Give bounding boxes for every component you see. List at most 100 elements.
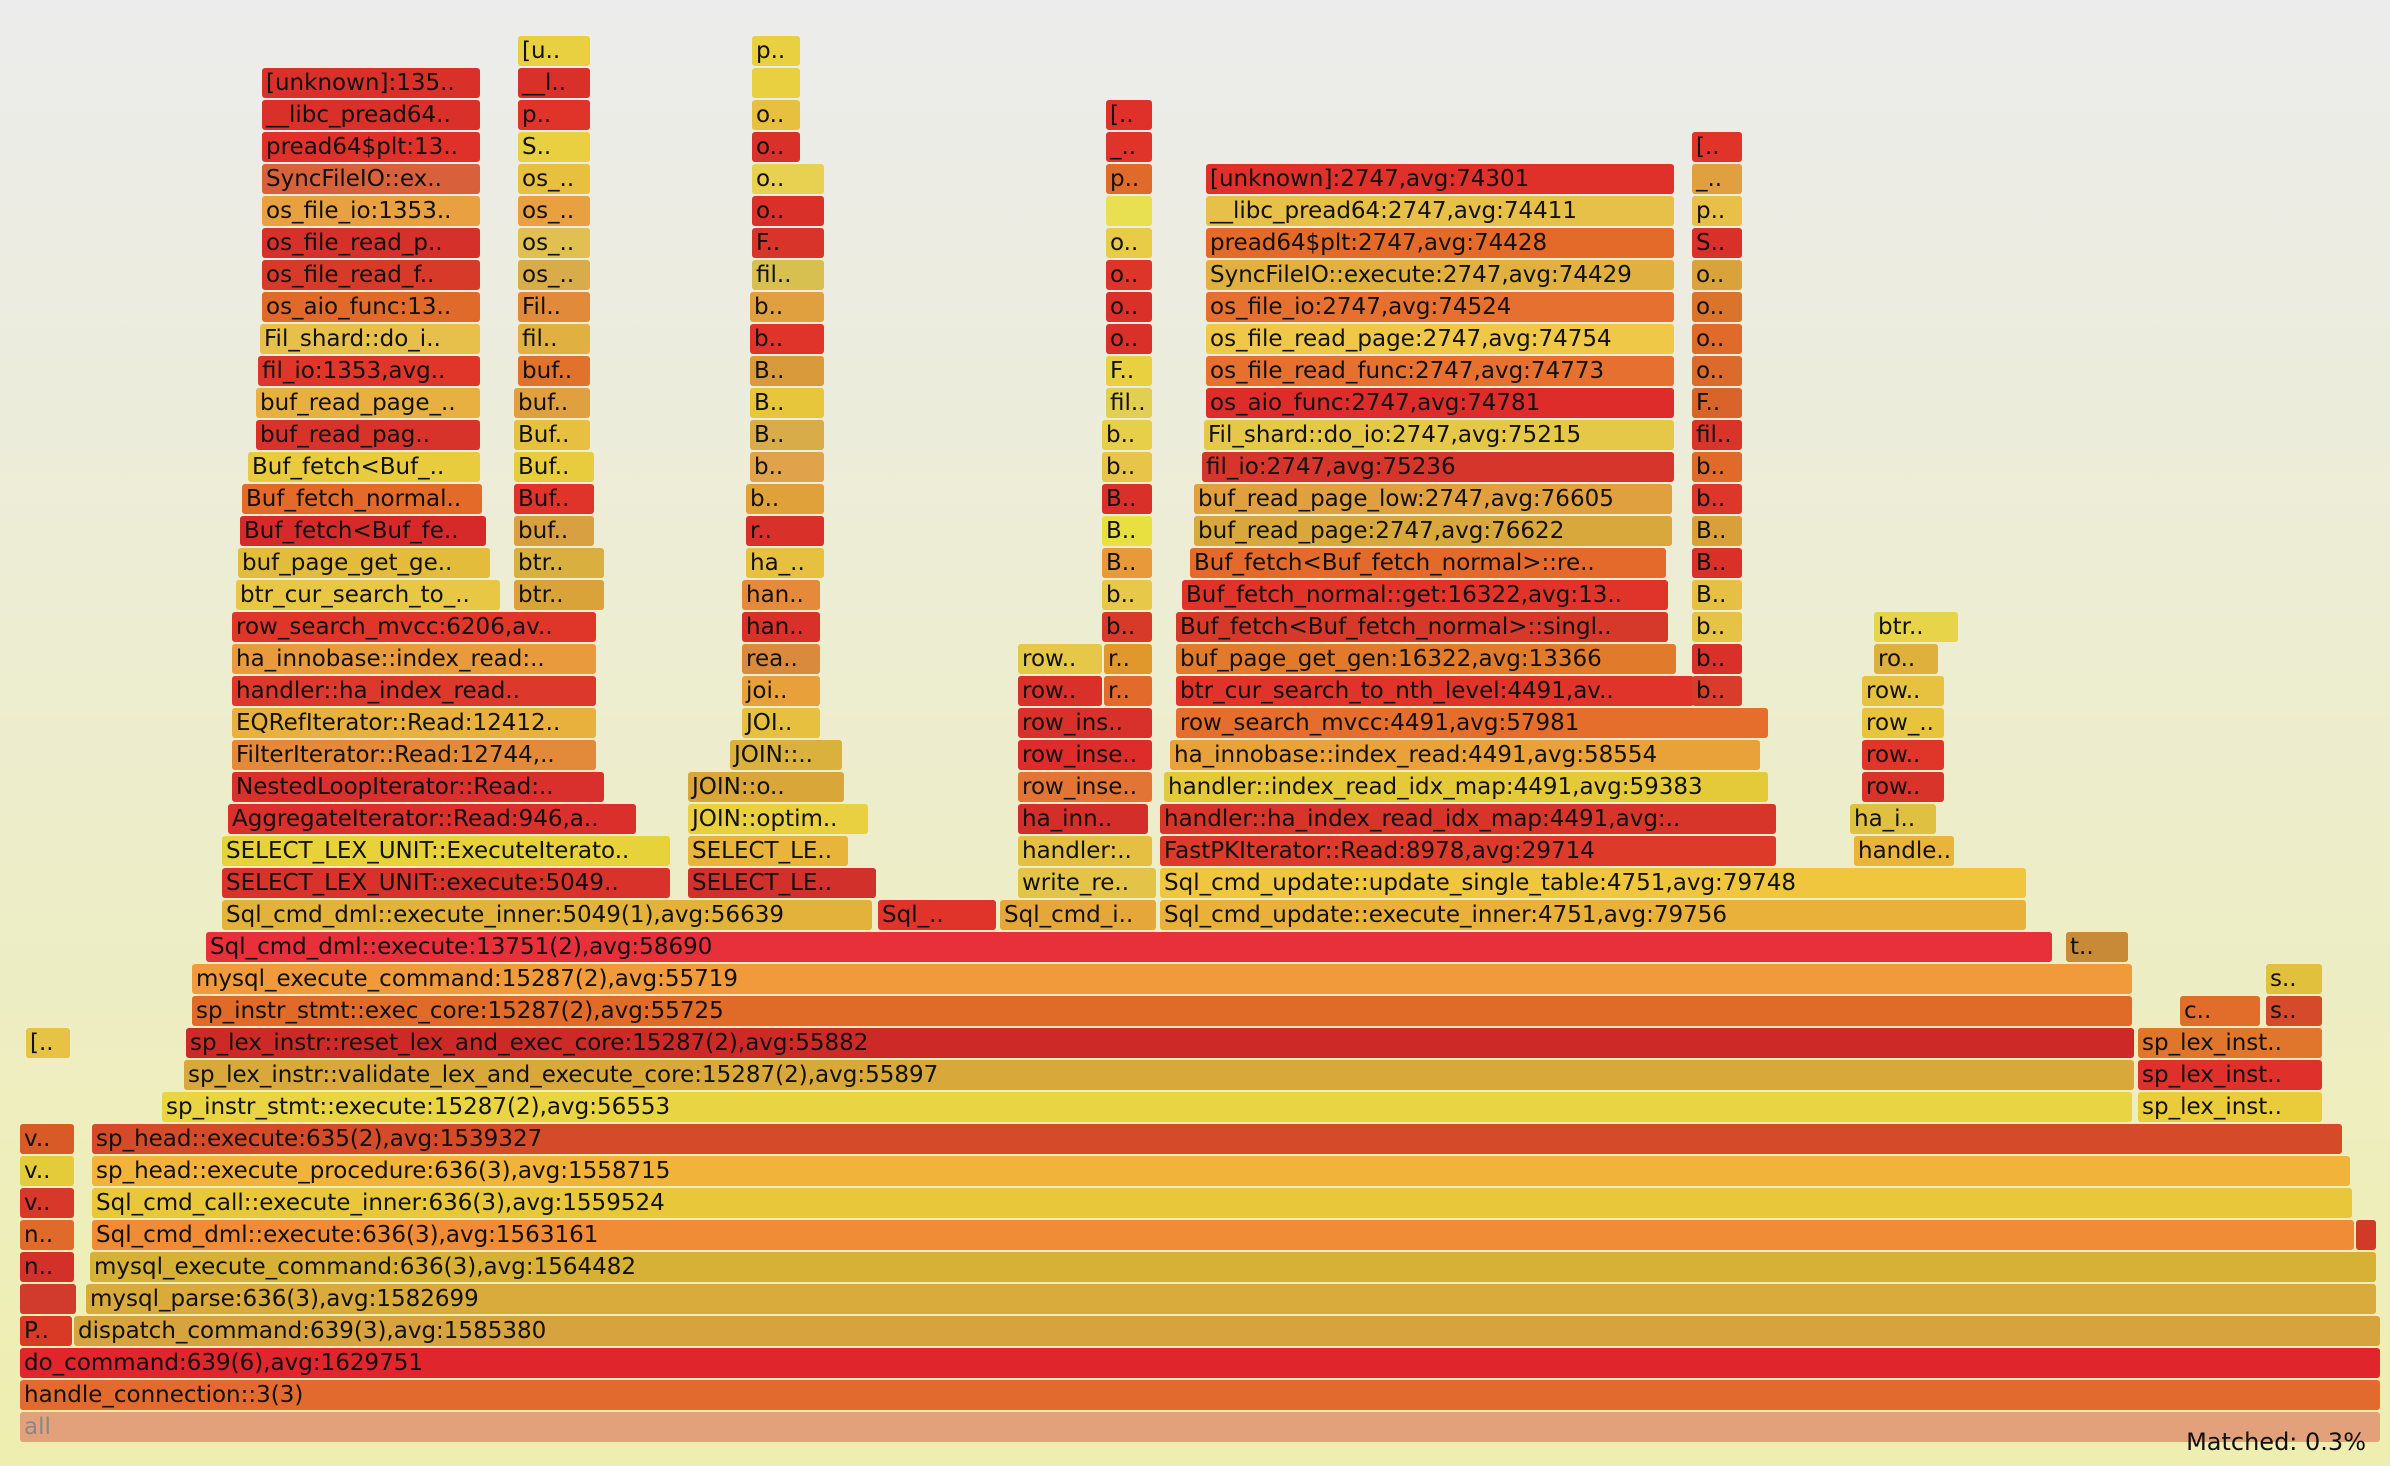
flame-frame[interactable]: Sql_cmd_update::execute_inner:4751,avg:7… <box>1160 900 2026 930</box>
flame-frame[interactable]: P.. <box>20 1316 72 1346</box>
flame-frame[interactable]: fil.. <box>1106 388 1152 418</box>
flame-frame[interactable]: o.. <box>1106 228 1152 258</box>
flame-frame[interactable]: JOI.. <box>742 708 820 738</box>
flame-frame[interactable]: s.. <box>2266 964 2322 994</box>
flame-frame[interactable]: row.. <box>1862 676 1944 706</box>
flame-frame[interactable]: btr_cur_search_to_nth_level:4491,av.. <box>1176 676 1694 706</box>
flame-frame[interactable]: r.. <box>746 516 824 546</box>
flame-frame[interactable]: Buf_fetch<Buf_fetch_normal>::re.. <box>1190 548 1666 578</box>
flame-frame[interactable]: os_aio_func:2747,avg:74781 <box>1206 388 1674 418</box>
flame-frame[interactable]: os_file_read_f.. <box>262 260 480 290</box>
flame-frame[interactable]: S.. <box>1692 228 1742 258</box>
flame-frame[interactable]: SELECT_LEX_UNIT::execute:5049.. <box>222 868 670 898</box>
flame-frame[interactable]: Sql_cmd_dml::execute:13751(2),avg:58690 <box>206 932 2052 962</box>
flame-frame[interactable]: row.. <box>1018 676 1102 706</box>
flame-frame[interactable]: SELECT_LE.. <box>688 836 848 866</box>
flame-frame[interactable]: row_inse.. <box>1018 772 1152 802</box>
flame-frame[interactable]: JOIN::o.. <box>688 772 844 802</box>
flame-frame[interactable]: _.. <box>1692 164 1742 194</box>
flame-frame[interactable]: btr.. <box>514 580 604 610</box>
flame-frame[interactable]: os_.. <box>518 164 590 194</box>
flame-frame[interactable]: buf.. <box>514 516 594 546</box>
flame-frame[interactable]: o.. <box>1106 260 1152 290</box>
flame-frame[interactable]: row_inse.. <box>1018 740 1152 770</box>
flame-frame[interactable]: [.. <box>26 1028 70 1058</box>
flame-frame[interactable]: o.. <box>1692 324 1742 354</box>
flame-frame[interactable]: sp_lex_instr::validate_lex_and_execute_c… <box>184 1060 2134 1090</box>
flame-frame[interactable]: handler::ha_index_read.. <box>232 676 596 706</box>
flame-frame[interactable]: Sql_cmd_dml::execute:636(3),avg:1563161 <box>92 1220 2354 1250</box>
flame-frame[interactable]: S.. <box>518 132 590 162</box>
flame-frame[interactable] <box>1106 196 1152 226</box>
flame-frame[interactable]: os_file_io:2747,avg:74524 <box>1206 292 1674 322</box>
flame-frame[interactable]: sp_head::execute:635(2),avg:1539327 <box>92 1124 2342 1154</box>
flame-frame[interactable]: write_re.. <box>1018 868 1156 898</box>
flame-frame[interactable]: sp_lex_inst.. <box>2138 1060 2322 1090</box>
flame-frame[interactable]: ha_innobase::index_read:4491,avg:58554 <box>1170 740 1760 770</box>
flame-frame[interactable]: p.. <box>1106 164 1152 194</box>
flame-frame[interactable]: han.. <box>742 580 820 610</box>
flame-frame[interactable]: handle_connection::3(3) <box>20 1380 2380 1410</box>
flame-frame[interactable]: pread64$plt:13.. <box>262 132 480 162</box>
flame-frame[interactable]: Buf.. <box>514 452 594 482</box>
flame-frame[interactable]: sp_lex_inst.. <box>2138 1092 2322 1122</box>
flame-frame[interactable]: sp_instr_stmt::exec_core:15287(2),avg:55… <box>192 996 2132 1026</box>
flame-frame[interactable]: buf.. <box>518 356 590 386</box>
flame-frame[interactable] <box>752 68 800 98</box>
flame-frame[interactable]: Buf.. <box>514 420 590 450</box>
flame-frame[interactable]: handler:.. <box>1018 836 1152 866</box>
flame-frame[interactable]: row_.. <box>1862 708 1944 738</box>
flame-frame[interactable]: p.. <box>1692 196 1742 226</box>
flame-frame[interactable]: buf_page_get_gen:16322,avg:13366 <box>1176 644 1676 674</box>
flame-frame[interactable]: sp_lex_instr::reset_lex_and_exec_core:15… <box>186 1028 2134 1058</box>
flame-frame[interactable]: row_search_mvcc:6206,av.. <box>232 612 596 642</box>
flame-frame[interactable]: btr.. <box>1874 612 1958 642</box>
flame-frame[interactable]: o.. <box>752 164 824 194</box>
flame-frame[interactable]: Fil_shard::do_io:2747,avg:75215 <box>1204 420 1674 450</box>
flame-frame[interactable]: o.. <box>1106 324 1152 354</box>
flame-frame[interactable]: ha_innobase::index_read:.. <box>232 644 596 674</box>
flame-frame[interactable]: fil.. <box>518 324 590 354</box>
flame-frame[interactable]: AggregateIterator::Read:946,a.. <box>228 804 636 834</box>
flame-frame[interactable]: os_.. <box>518 228 590 258</box>
flame-frame[interactable]: o.. <box>1692 260 1742 290</box>
flame-frame[interactable]: B.. <box>1692 580 1742 610</box>
flame-frame[interactable]: b.. <box>750 452 824 482</box>
flame-frame[interactable]: n.. <box>20 1220 74 1250</box>
flame-frame[interactable]: SELECT_LE.. <box>688 868 876 898</box>
flame-frame[interactable]: r.. <box>1104 676 1152 706</box>
flame-frame[interactable]: o.. <box>1692 356 1742 386</box>
flame-frame[interactable]: Buf_fetch<Buf_.. <box>248 452 480 482</box>
flame-frame[interactable]: p.. <box>518 100 590 130</box>
flame-frame[interactable]: buf_read_page_.. <box>256 388 480 418</box>
flame-frame[interactable]: fil_io:2747,avg:75236 <box>1202 452 1674 482</box>
flame-frame[interactable]: b.. <box>1692 484 1742 514</box>
flame-frame[interactable]: mysql_parse:636(3),avg:1582699 <box>86 1284 2376 1314</box>
flame-frame[interactable]: B.. <box>750 420 824 450</box>
flame-frame[interactable]: os_.. <box>518 196 590 226</box>
flame-frame[interactable]: F.. <box>1106 356 1152 386</box>
flame-frame[interactable]: B.. <box>1102 548 1152 578</box>
flame-frame[interactable]: fil.. <box>752 260 824 290</box>
flame-frame[interactable]: btr_cur_search_to_.. <box>236 580 500 610</box>
flame-frame[interactable]: JOIN::.. <box>730 740 842 770</box>
flame-frame[interactable]: fil.. <box>1692 420 1742 450</box>
flame-frame[interactable]: fil_io:1353,avg.. <box>258 356 480 386</box>
flame-frame[interactable]: ha_.. <box>746 548 824 578</box>
flame-frame[interactable]: pread64$plt:2747,avg:74428 <box>1206 228 1674 258</box>
flame-frame[interactable]: SyncFileIO::ex.. <box>262 164 480 194</box>
flame-frame[interactable]: Buf_fetch<Buf_fe.. <box>240 516 486 546</box>
flame-frame[interactable]: handler::ha_index_read_idx_map:4491,avg:… <box>1160 804 1776 834</box>
flame-frame[interactable]: B.. <box>1102 516 1152 546</box>
flame-frame[interactable]: b.. <box>1692 612 1742 642</box>
flame-frame[interactable]: B.. <box>750 388 824 418</box>
flame-frame[interactable]: v.. <box>20 1124 74 1154</box>
flame-frame[interactable]: Buf.. <box>514 484 594 514</box>
flame-frame[interactable]: n.. <box>20 1252 74 1282</box>
flame-frame[interactable]: b.. <box>1102 580 1152 610</box>
flame-frame[interactable]: os_file_read_page:2747,avg:74754 <box>1206 324 1674 354</box>
flame-frame[interactable]: [.. <box>1692 132 1742 162</box>
flame-frame[interactable]: B.. <box>750 356 824 386</box>
flame-frame[interactable]: do_command:639(6),avg:1629751 <box>20 1348 2380 1378</box>
flame-frame[interactable]: os_file_read_func:2747,avg:74773 <box>1206 356 1674 386</box>
